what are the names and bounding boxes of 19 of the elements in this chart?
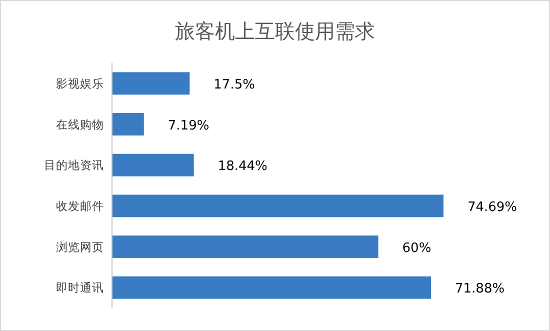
data-label: 74.69%	[467, 200, 518, 215]
bar	[112, 113, 144, 136]
bar	[112, 276, 432, 299]
y-tick-label: 浏览网页	[56, 240, 104, 254]
chart-title: 旅客机上互联使用需求	[175, 19, 375, 43]
y-tick-label: 目的地资讯	[44, 158, 104, 172]
data-label: 71.88%	[455, 282, 505, 297]
y-tick-label: 影视娱乐	[56, 76, 104, 90]
y-tick-label: 在线购物	[56, 117, 104, 132]
bar	[112, 236, 378, 258]
bar	[112, 72, 190, 95]
data-label: 7.19%	[168, 118, 210, 134]
data-label: 60%	[402, 240, 432, 256]
y-tick-label: 收发邮件	[56, 198, 104, 213]
bar	[112, 154, 194, 176]
y-tick-label: 即时通讯	[56, 280, 104, 295]
data-label: 18.44%	[218, 159, 268, 174]
bar	[112, 194, 444, 218]
data-label: 17.5%	[214, 77, 255, 92]
